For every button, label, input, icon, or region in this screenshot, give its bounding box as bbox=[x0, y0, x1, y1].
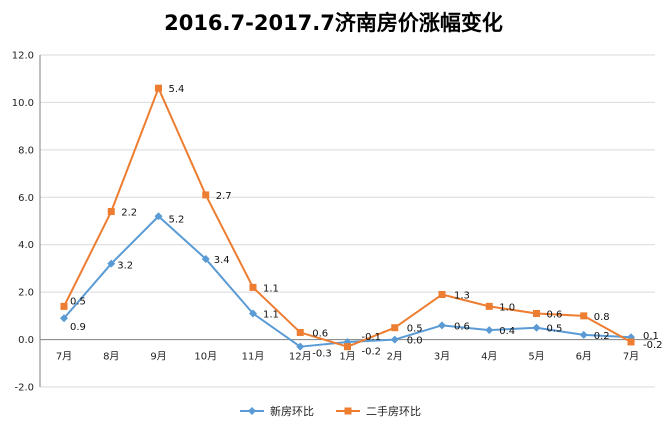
data-label: 1.1 bbox=[263, 309, 279, 320]
data-point bbox=[485, 326, 494, 335]
x-tick-label: 7月 bbox=[56, 351, 72, 363]
data-point bbox=[60, 314, 68, 323]
data-label: 0.0 bbox=[407, 336, 423, 347]
data-point bbox=[438, 291, 446, 299]
data-label: 0.6 bbox=[547, 309, 563, 320]
x-tick-label: 2月 bbox=[387, 351, 403, 363]
axes: -2.0 0.0 2.0 4.0 6.0 8.0 10.0 12.0 7月 8月 9月 10月 11月 1… bbox=[12, 51, 655, 394]
data-label: -0.2 bbox=[362, 347, 382, 358]
data-label: 1.3 bbox=[454, 291, 470, 302]
series-line-resale-home bbox=[63, 87, 632, 348]
data-point bbox=[391, 324, 399, 332]
data-point bbox=[107, 259, 116, 268]
legend-item-new-home: 新房环比 bbox=[240, 404, 314, 418]
data-point bbox=[249, 283, 257, 291]
y-tick-label: 2.0 bbox=[18, 288, 34, 299]
x-tick-label: 1月 bbox=[339, 351, 355, 363]
data-label: -0.2 bbox=[643, 340, 663, 351]
y-tick-label: 10.0 bbox=[12, 98, 34, 109]
gridlines bbox=[40, 54, 655, 388]
chart-title: 2016.7-2017.7济南房价涨幅变化 bbox=[164, 11, 503, 35]
data-label: 3.2 bbox=[117, 261, 133, 272]
x-tick-label: 4月 bbox=[481, 351, 497, 363]
data-label: 1.0 bbox=[499, 302, 515, 313]
y-tick-label: 6.0 bbox=[18, 193, 34, 204]
data-point bbox=[579, 330, 588, 339]
data-label: 0.5 bbox=[70, 296, 86, 307]
data-point bbox=[627, 338, 635, 346]
data-point bbox=[249, 309, 257, 318]
data-label: 5.2 bbox=[169, 214, 185, 225]
y-tick-label: 12.0 bbox=[12, 51, 34, 62]
data-label: -0.1 bbox=[362, 332, 382, 343]
data-point bbox=[485, 302, 493, 310]
data-point bbox=[344, 343, 351, 351]
x-tick-label: 10月 bbox=[194, 351, 217, 363]
data-point bbox=[202, 191, 210, 199]
y-tick-label: 0.0 bbox=[18, 335, 34, 346]
data-point bbox=[580, 312, 588, 320]
data-point bbox=[532, 323, 541, 332]
y-tick-label: 8.0 bbox=[18, 145, 34, 156]
data-point bbox=[60, 302, 68, 310]
data-label: 0.8 bbox=[594, 312, 610, 323]
legend-label: 新房环比 bbox=[270, 404, 314, 418]
data-label: 0.2 bbox=[594, 331, 610, 342]
data-point bbox=[201, 254, 210, 263]
data-point bbox=[154, 212, 163, 221]
x-tick-label: 12月 bbox=[289, 351, 312, 363]
data-label: 0.6 bbox=[454, 321, 470, 332]
data-label: 0.9 bbox=[70, 322, 86, 333]
x-tick-label: 5月 bbox=[528, 351, 544, 363]
legend: 新房环比 二手房环比 bbox=[240, 404, 421, 418]
data-label: 3.4 bbox=[214, 255, 230, 266]
data-label: 0.6 bbox=[312, 328, 328, 339]
data-label: 0.1 bbox=[643, 331, 659, 342]
data-label: 0.4 bbox=[499, 326, 515, 337]
data-label: 5.4 bbox=[169, 84, 185, 95]
legend-item-resale-home: 二手房环比 bbox=[336, 404, 421, 418]
x-tick-label: 11月 bbox=[242, 351, 265, 363]
data-label: 1.1 bbox=[263, 283, 279, 294]
data-labels: 0.9 3.2 5.2 3.4 1.1 -0.3 -0.1 0.0 0.6 0.4 0.5 0.2 0.… bbox=[70, 84, 663, 359]
x-tick-label: 7月 bbox=[623, 351, 639, 363]
data-point bbox=[390, 335, 399, 344]
data-point bbox=[296, 328, 304, 336]
data-label: -0.3 bbox=[312, 349, 332, 360]
y-tick-label: -2.0 bbox=[14, 383, 34, 394]
data-point bbox=[296, 342, 305, 351]
data-point bbox=[533, 309, 540, 317]
data-label: 2.2 bbox=[121, 208, 137, 219]
legend-marker bbox=[344, 407, 352, 415]
data-point bbox=[438, 321, 446, 330]
data-point bbox=[107, 208, 115, 216]
x-tick-label: 6月 bbox=[576, 351, 592, 363]
x-tick-label: 3月 bbox=[434, 351, 450, 363]
y-tick-label: 4.0 bbox=[18, 240, 34, 251]
x-tick-label: 8月 bbox=[103, 351, 119, 363]
data-point bbox=[155, 84, 162, 92]
data-label: 0.5 bbox=[407, 324, 423, 335]
data-label: 2.7 bbox=[216, 191, 232, 202]
series-layer bbox=[60, 84, 635, 351]
legend-label: 二手房环比 bbox=[366, 404, 421, 418]
legend-marker bbox=[248, 407, 256, 415]
data-label: 0.5 bbox=[547, 324, 563, 335]
x-tick-label: 9月 bbox=[150, 351, 166, 363]
